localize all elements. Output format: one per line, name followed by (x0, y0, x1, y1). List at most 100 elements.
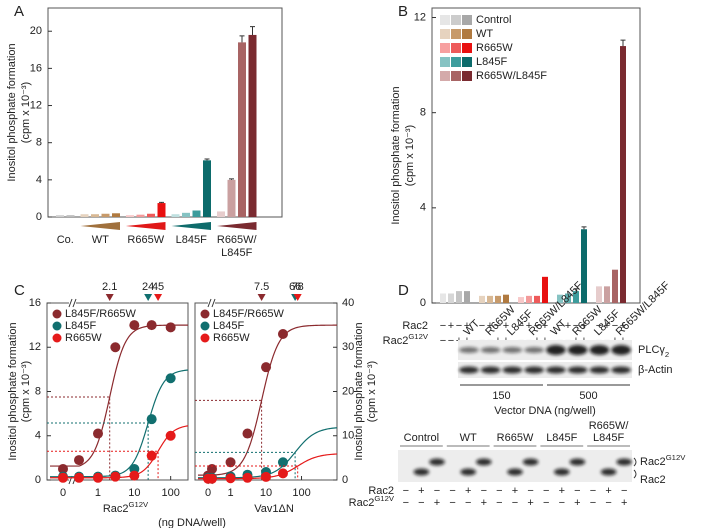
bar (182, 212, 190, 217)
blot-band (600, 468, 617, 476)
y-tick-label: 0 (420, 297, 426, 309)
y-tick-label: 8 (36, 137, 42, 149)
blot-band (589, 366, 610, 374)
legend-label: R665W (213, 332, 250, 344)
sign: − (440, 335, 446, 347)
legend-marker (200, 321, 210, 331)
bar (136, 214, 145, 217)
row-label-base: Rac2 (383, 335, 409, 347)
legend-swatch (440, 29, 450, 39)
blot-band (524, 366, 544, 374)
y-axis-label: (cpm x 10⁻³) (366, 361, 378, 422)
sign: − (479, 320, 485, 332)
sign: − (456, 320, 462, 332)
blot-band (429, 458, 445, 466)
legend-swatch (451, 57, 461, 67)
sign: − (573, 320, 579, 332)
y-tick-label: 0 (35, 474, 41, 486)
group-label: R665W (127, 234, 164, 246)
bar (157, 203, 166, 217)
y-axis-label: Inositol phosphate formation (390, 86, 402, 224)
bar (612, 269, 618, 303)
sign: − (512, 497, 518, 509)
blot-band (567, 366, 588, 374)
data-point (225, 473, 236, 484)
error-bar (620, 39, 626, 47)
panel-letter: D (398, 282, 409, 299)
sign: + (503, 320, 509, 332)
bar (192, 210, 201, 217)
error-bar (159, 201, 164, 204)
data-point (129, 320, 140, 331)
dose-wedge (126, 222, 166, 230)
sign: − (496, 497, 502, 509)
legend-label: Control (476, 14, 511, 26)
bar (66, 215, 75, 217)
ec50-label: 2.1 (102, 281, 117, 293)
y-axis-label: Inositol phosphate formation (353, 322, 365, 460)
y-axis-label: Inositol phosphate formation (7, 322, 19, 460)
band-label: PLCγ2 (638, 344, 669, 359)
legend-marker (52, 333, 62, 343)
blot-strip (398, 450, 632, 482)
band-label-base: Rac2 (640, 474, 666, 486)
axis-break-gap (69, 300, 76, 306)
plot-frame (47, 7, 283, 218)
legend-swatch (451, 29, 461, 39)
y-axis-label: (cpm x 10⁻³) (404, 125, 416, 186)
error-bar (229, 178, 234, 180)
y-tick-label: 12 (414, 11, 426, 23)
blot-band (567, 345, 588, 355)
ec50-label: 78 (292, 281, 304, 293)
y-tick-label: 12 (30, 99, 42, 111)
data-point (165, 322, 176, 333)
bar (238, 42, 246, 217)
legend-marker (200, 309, 210, 319)
sign: + (620, 320, 626, 332)
y-tick-label: 16 (30, 62, 42, 74)
sign: + (418, 485, 424, 497)
sign: − (590, 485, 596, 497)
group-label: WT (460, 432, 477, 444)
axis-break (207, 298, 212, 308)
blot-band (554, 468, 570, 476)
bar (596, 286, 602, 303)
sign: + (559, 485, 565, 497)
bar (557, 294, 563, 303)
ec50-guide (195, 451, 296, 480)
group-label: L845F (546, 432, 577, 444)
y-tick-label: 10 (342, 430, 354, 442)
band-label: β-Actin (638, 364, 672, 376)
group-label: L845F (176, 234, 207, 246)
sign: + (465, 485, 471, 497)
x-axis-label-sup: G12V (129, 500, 150, 509)
data-point (146, 450, 157, 461)
sign: − (534, 320, 540, 332)
sign: + (604, 320, 610, 332)
band-label: Rac2G12V (640, 453, 686, 468)
ec50-marker (257, 294, 266, 301)
error-bar (573, 288, 579, 292)
bar (440, 293, 446, 303)
data-point (92, 472, 103, 483)
y-tick-label: 0 (36, 211, 42, 223)
data-point (146, 320, 157, 331)
ec50-marker (144, 294, 153, 301)
blot-band (611, 366, 631, 374)
blot-band (460, 468, 477, 476)
blot-band (546, 366, 566, 374)
legend-swatch (451, 43, 461, 53)
bar (581, 229, 587, 303)
error-bar (239, 35, 245, 43)
ec50-marker (293, 294, 302, 301)
sign: − (518, 320, 524, 332)
ec50-marker (154, 294, 163, 301)
legend-marker (52, 321, 62, 331)
sign: − (557, 320, 563, 332)
bar (248, 34, 257, 218)
error-bar (204, 158, 210, 161)
bar (464, 291, 470, 303)
x-axis-label: Rac2G12V (103, 500, 149, 515)
sign: − (559, 497, 565, 509)
